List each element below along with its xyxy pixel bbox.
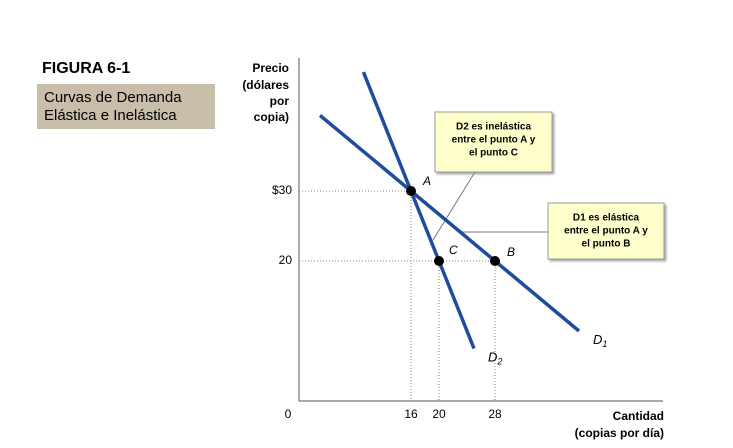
callout-text: entre el punto A y [452, 135, 536, 146]
callout-text: el punto B [582, 239, 631, 250]
callout-box [547, 202, 665, 260]
callout-box [434, 111, 553, 173]
demand-line [361, 71, 476, 350]
y-tick-label: $30 [272, 183, 292, 197]
point-label: A [422, 174, 431, 188]
demand-line [318, 114, 581, 333]
callout-connector [432, 171, 476, 241]
point [490, 256, 500, 266]
subtitle: Curvas de Demanda [44, 89, 182, 106]
y-axis-label: (dólares [242, 78, 289, 92]
point-label: C [449, 243, 458, 257]
x-axis-label: Cantidad [613, 409, 664, 423]
x-tick-label: 16 [404, 407, 418, 421]
legend-label: D2 [488, 350, 502, 367]
x-axis-label: (copias por día) [575, 426, 664, 440]
point [406, 186, 416, 196]
legend-label: D1 [593, 332, 607, 349]
y-axis-label: por [270, 94, 290, 108]
callout-text: D2 es inelástica [456, 122, 531, 133]
point-label: B [507, 245, 515, 259]
x-tick-label: 0 [285, 407, 292, 421]
callout-text: entre el punto A y [564, 226, 648, 237]
y-tick-label: 20 [279, 253, 293, 267]
callout-text: D1 es elástica [573, 213, 640, 224]
callout-text: el punto C [469, 148, 518, 159]
x-tick-label: 28 [488, 407, 502, 421]
subtitle: Elástica e Inelástica [44, 107, 177, 124]
subtitle-box [37, 84, 215, 129]
y-axis-label: Precio [252, 61, 289, 75]
point [434, 256, 444, 266]
figure-title: FIGURA 6-1 [42, 60, 130, 77]
x-tick-label: 20 [432, 407, 446, 421]
y-axis-label: copia) [254, 110, 289, 124]
